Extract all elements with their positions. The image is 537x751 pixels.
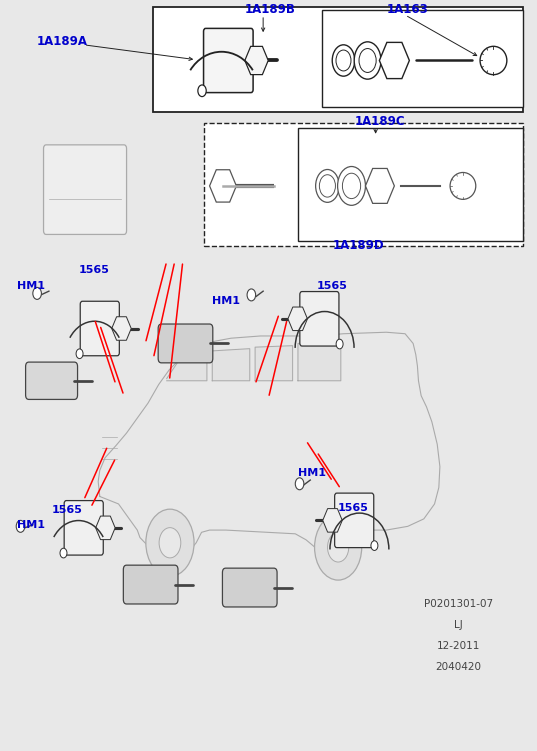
Circle shape <box>359 49 376 72</box>
Polygon shape <box>298 341 341 381</box>
Circle shape <box>332 45 355 76</box>
Polygon shape <box>255 345 293 381</box>
Circle shape <box>247 289 256 301</box>
Text: 1A163: 1A163 <box>386 3 428 16</box>
FancyBboxPatch shape <box>300 291 339 346</box>
FancyBboxPatch shape <box>222 569 277 607</box>
Circle shape <box>315 514 362 580</box>
Circle shape <box>60 548 67 558</box>
Circle shape <box>371 541 378 550</box>
Text: 1565: 1565 <box>78 264 109 275</box>
Circle shape <box>338 167 366 205</box>
FancyBboxPatch shape <box>43 145 127 234</box>
Circle shape <box>159 528 181 558</box>
Ellipse shape <box>480 47 507 74</box>
Text: 1565: 1565 <box>52 505 83 515</box>
Text: HM1: HM1 <box>298 468 326 478</box>
Text: 1A189C: 1A189C <box>354 115 405 128</box>
Text: 2040420: 2040420 <box>436 662 482 671</box>
Circle shape <box>320 175 336 197</box>
Circle shape <box>33 288 41 300</box>
Text: 12-2011: 12-2011 <box>437 641 480 651</box>
Circle shape <box>343 173 361 198</box>
FancyBboxPatch shape <box>154 8 523 112</box>
Circle shape <box>336 339 343 349</box>
FancyBboxPatch shape <box>204 123 523 246</box>
Text: 1565: 1565 <box>317 281 347 291</box>
FancyBboxPatch shape <box>335 493 374 547</box>
Circle shape <box>328 532 349 562</box>
Circle shape <box>295 478 304 490</box>
Text: 1A189D: 1A189D <box>333 240 384 252</box>
Circle shape <box>354 42 381 79</box>
Text: P0201301-07: P0201301-07 <box>424 599 493 609</box>
Text: HM1: HM1 <box>212 296 240 306</box>
Circle shape <box>336 50 351 71</box>
Text: HM1: HM1 <box>17 520 45 530</box>
FancyBboxPatch shape <box>80 301 119 356</box>
FancyBboxPatch shape <box>158 324 213 363</box>
FancyBboxPatch shape <box>26 362 77 400</box>
FancyBboxPatch shape <box>64 501 103 555</box>
Text: 1A189B: 1A189B <box>244 3 295 16</box>
Circle shape <box>16 520 25 532</box>
Circle shape <box>76 349 83 358</box>
Circle shape <box>146 509 194 576</box>
Text: LJ: LJ <box>454 620 463 630</box>
Text: 1565: 1565 <box>338 503 369 514</box>
Text: 1A189A: 1A189A <box>37 35 88 48</box>
Text: HM1: HM1 <box>17 281 45 291</box>
Circle shape <box>198 85 206 97</box>
FancyBboxPatch shape <box>124 566 178 604</box>
Polygon shape <box>166 354 207 381</box>
FancyBboxPatch shape <box>322 10 523 107</box>
Circle shape <box>316 170 339 202</box>
FancyBboxPatch shape <box>204 29 253 92</box>
Ellipse shape <box>450 173 476 199</box>
FancyBboxPatch shape <box>298 128 523 241</box>
Polygon shape <box>212 348 250 381</box>
